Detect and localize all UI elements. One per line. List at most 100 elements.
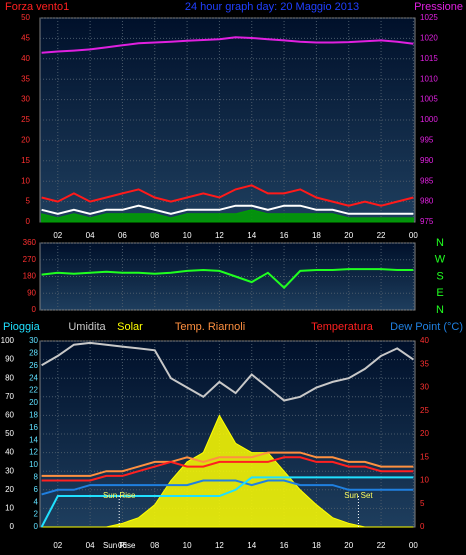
legend-entry: Dew Point (°C) [390, 321, 463, 333]
y3-tick-label: 20 [420, 429, 429, 438]
y2-tick-label: 995 [420, 136, 434, 145]
y2-tick-label: 20 [29, 398, 38, 407]
x-tick-label: 04 [86, 541, 95, 550]
y-tick-label: 10 [5, 504, 14, 513]
legend-entry: Temperatura [311, 321, 374, 333]
y2-tick-label: 2 [34, 510, 39, 519]
x-tick-label: 12 [215, 541, 224, 550]
y2-tick-label: 1000 [420, 115, 438, 124]
y-tick-label: 0 [10, 522, 15, 531]
y-tick-label: 270 [23, 255, 37, 264]
chart-title: 24 hour graph day: 20 Maggio 2013 [185, 1, 359, 13]
x-tick-label: 08 [150, 541, 159, 550]
x-tick-label: 00 [409, 231, 418, 240]
series-line [41, 456, 414, 482]
y3-tick-label: 25 [420, 406, 429, 415]
y3-tick-label: 35 [420, 359, 429, 368]
y2-tick-label: 14 [29, 435, 38, 444]
y-tick-label: 50 [21, 13, 30, 22]
annotation-label: Sun Rise [103, 491, 136, 500]
y2-tick-label: 28 [29, 349, 38, 358]
series-line [41, 451, 414, 477]
x-tick-label: 10 [183, 231, 192, 240]
y2-tick-label: 8 [34, 473, 39, 482]
y-tick-label: 50 [5, 429, 14, 438]
x-tick-label: 06 [118, 541, 127, 550]
x-tick-label: 16 [280, 541, 289, 550]
y2-tick-label: 0 [34, 522, 39, 531]
y2-tick-label: S [436, 270, 443, 282]
x-tick-label: 06 [118, 231, 127, 240]
y2-tick-label: 10 [29, 460, 38, 469]
x-tick-label: 12 [215, 231, 224, 240]
left-axis-title: Forza vento1 [5, 1, 69, 13]
series-line [41, 36, 414, 54]
series-area [41, 209, 414, 223]
right-axis-title: Pressione [414, 1, 463, 13]
y2-tick-label: 30 [29, 336, 38, 345]
x-tick-label: 20 [344, 231, 353, 240]
y3-tick-label: 10 [420, 476, 429, 485]
y-tick-label: 30 [5, 466, 14, 475]
y2-tick-label: 26 [29, 361, 38, 370]
x-tick-label: 14 [247, 541, 256, 550]
series-line [41, 268, 414, 290]
y2-tick-label: 4 [34, 497, 39, 506]
x-tick-label: 18 [312, 541, 321, 550]
y-tick-label: 20 [5, 485, 14, 494]
y-tick-label: 100 [1, 336, 15, 345]
y-tick-label: 0 [32, 305, 37, 314]
y2-tick-label: 22 [29, 386, 38, 395]
legend-entry: Solar [117, 321, 143, 333]
y2-tick-label: 990 [420, 156, 434, 165]
x-tick-label: 00 [409, 541, 418, 550]
x-tick-label: 10 [183, 541, 192, 550]
y-tick-label: 45 [21, 34, 30, 43]
x-tick-label: 02 [53, 541, 62, 550]
y-tick-label: 180 [23, 272, 37, 281]
y-tick-label: 0 [26, 217, 31, 226]
y-tick-label: 40 [5, 448, 14, 457]
sun-rise-axis-label: Sun Rise [103, 541, 136, 550]
legend-entry: Temp. Riarnoli [175, 321, 245, 333]
y2-tick-label: 975 [420, 217, 434, 226]
series-line [41, 184, 414, 207]
y2-tick-label: 1020 [420, 34, 438, 43]
series-line [41, 204, 414, 215]
legend-entry: Umidita [68, 321, 106, 333]
x-tick-label: 14 [247, 231, 256, 240]
y3-tick-label: 30 [420, 383, 429, 392]
x-tick-label: 22 [377, 541, 386, 550]
y-tick-label: 15 [21, 156, 30, 165]
y-tick-label: 70 [5, 392, 14, 401]
y2-tick-label: 1015 [420, 54, 438, 63]
y2-tick-label: 1005 [420, 95, 438, 104]
y-tick-label: 90 [5, 355, 14, 364]
y3-tick-label: 15 [420, 452, 429, 461]
y-tick-label: 20 [21, 136, 30, 145]
x-tick-label: 18 [312, 231, 321, 240]
y2-tick-label: E [436, 287, 443, 299]
series-line [41, 341, 414, 402]
y2-tick-label: 12 [29, 448, 38, 457]
y2-tick-label: 18 [29, 411, 38, 420]
x-tick-label: 04 [86, 231, 95, 240]
x-tick-label: 20 [344, 541, 353, 550]
series-area [41, 414, 414, 528]
y3-tick-label: 40 [420, 336, 429, 345]
y-tick-label: 80 [5, 373, 14, 382]
y-tick-label: 360 [23, 238, 37, 247]
x-tick-label: 16 [280, 231, 289, 240]
series-line [41, 479, 414, 496]
y-tick-label: 35 [21, 74, 30, 83]
x-tick-label: 22 [377, 231, 386, 240]
y3-tick-label: 5 [420, 499, 425, 508]
y2-tick-label: 24 [29, 373, 38, 382]
y2-tick-label: 6 [34, 485, 39, 494]
y2-tick-label: W [435, 254, 446, 266]
x-tick-label: 08 [150, 231, 159, 240]
legend-entry: Pioggia [3, 321, 41, 333]
y-tick-label: 25 [21, 115, 30, 124]
y2-tick-label: 1025 [420, 13, 438, 22]
x-tick-label: 02 [53, 231, 62, 240]
